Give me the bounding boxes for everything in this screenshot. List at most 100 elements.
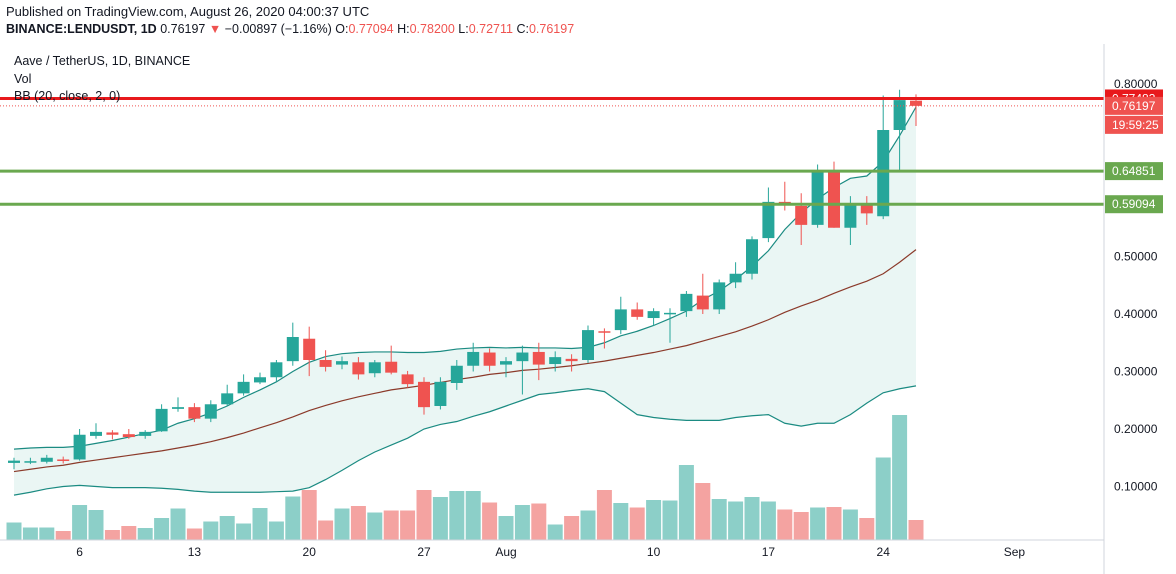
horizontal-levels — [0, 96, 1104, 206]
support-upper-price-tag-bg — [1105, 162, 1163, 181]
volume-bar — [236, 523, 252, 540]
candle-body — [8, 460, 20, 463]
volume-bar — [219, 516, 235, 540]
volume-bar — [88, 510, 104, 540]
support-upper-price-tag: 0.64851 — [1112, 164, 1156, 178]
candle-body — [910, 100, 922, 106]
candle-body — [598, 331, 611, 333]
x-tick-label: 20 — [303, 545, 317, 559]
last-price-tag: 0.76197 — [1112, 99, 1156, 113]
legend-bb: BB (20, close, 2, 0) — [14, 89, 121, 103]
volume-bar — [547, 524, 563, 540]
volume-bar — [580, 510, 596, 540]
volume-bar — [744, 497, 760, 540]
legend-title: Aave / TetherUS, 1D, BINANCE — [14, 54, 191, 68]
candle-body — [746, 239, 758, 274]
candle-body — [811, 171, 824, 225]
candle-body — [532, 351, 545, 365]
volume-bar — [465, 491, 481, 540]
volume-bar — [55, 531, 71, 540]
high-label: H: — [397, 22, 410, 36]
candle-body — [122, 434, 135, 438]
volume-bar — [875, 457, 891, 540]
candle-body — [40, 457, 53, 462]
x-tick-label: Aug — [495, 545, 516, 559]
volume-bar — [498, 516, 514, 540]
volume-bar — [367, 512, 383, 540]
candle-body — [155, 408, 168, 432]
candle-body — [336, 361, 348, 365]
candle-body — [221, 393, 234, 405]
volume-bar — [334, 508, 350, 540]
volume-bar — [416, 490, 432, 540]
volume-bar — [154, 518, 170, 540]
volume-bar — [662, 500, 678, 540]
axes: 0.80000 0.50000 0.40000 0.30000 0.20000 0.100… — [0, 44, 1163, 574]
volume-bar — [842, 509, 858, 540]
candle-body — [647, 311, 660, 319]
y-tick-label: 0.40000 — [1114, 307, 1158, 321]
support-lower-price-tag: 0.59094 — [1112, 197, 1156, 211]
open-label: O: — [335, 22, 349, 36]
candle-body — [450, 365, 463, 383]
volume-bar — [137, 528, 153, 540]
bb-fill — [14, 107, 916, 496]
candle-body — [106, 432, 119, 435]
y-tick-label: 0.50000 — [1114, 250, 1158, 264]
volume-bar — [908, 520, 924, 540]
countdown-tag-bg — [1105, 115, 1163, 134]
volume-bar — [432, 497, 448, 540]
candle-body — [368, 362, 381, 374]
volume-bar — [826, 507, 842, 540]
volume-bar — [482, 502, 498, 540]
change-value: −0.00897 (−1.16%) — [224, 22, 332, 36]
volume-bar — [121, 526, 137, 540]
candle-body — [696, 295, 709, 310]
volume-bar — [301, 490, 317, 540]
candle-body — [90, 431, 102, 436]
volume-bar — [728, 501, 744, 540]
low-value: 0.72711 — [468, 22, 513, 36]
candle-body — [893, 100, 906, 130]
candle-body — [204, 404, 217, 419]
volume-bar — [564, 516, 580, 540]
candle-body — [500, 361, 512, 365]
x-tick-label: 24 — [877, 545, 891, 559]
volume-bar — [350, 506, 366, 540]
volume-bar — [646, 500, 662, 540]
candle-body — [549, 357, 562, 365]
x-tick-label: 6 — [76, 545, 83, 559]
x-tick-label: 13 — [188, 545, 202, 559]
candles — [8, 89, 922, 470]
last-price-tag-bg — [1105, 96, 1163, 115]
high-value: 0.78200 — [409, 22, 455, 36]
volume-bar — [695, 483, 711, 540]
down-arrow-icon: ▼ — [208, 22, 222, 36]
candle-body — [664, 312, 676, 315]
y-tick-label: 0.20000 — [1114, 422, 1158, 436]
volume-bar — [793, 512, 809, 540]
candle-body — [385, 361, 398, 373]
volume-bar — [514, 505, 530, 540]
candle-body — [286, 337, 299, 362]
volume-bar — [678, 465, 694, 540]
volume-bar — [186, 528, 202, 540]
bb-basis-line — [13, 249, 917, 473]
close-value: 0.76197 — [528, 22, 575, 36]
candle-body — [172, 407, 184, 409]
candle-body — [270, 362, 283, 378]
candle-body — [795, 205, 808, 225]
candle-body — [254, 377, 266, 383]
candle-body — [844, 204, 857, 228]
candle-body — [237, 381, 250, 394]
volume-bar — [629, 507, 645, 540]
legend-vol: Vol — [14, 71, 32, 86]
candle-body — [614, 309, 627, 331]
volume-bar — [531, 503, 547, 540]
volume-bar — [711, 499, 727, 540]
candle-body — [319, 360, 332, 367]
open-value: 0.77094 — [348, 22, 394, 36]
candle-body — [418, 381, 430, 408]
volume-bar — [613, 503, 629, 540]
